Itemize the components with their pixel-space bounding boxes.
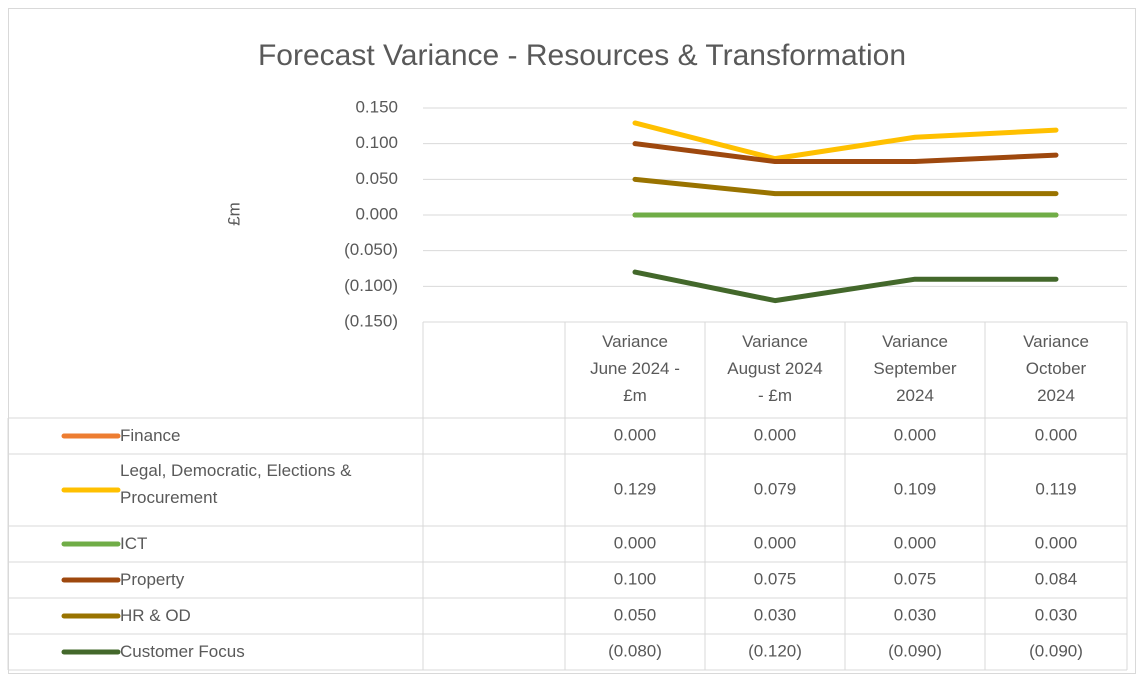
legend-label: Property	[120, 570, 185, 589]
legend-label-box: HR & OD	[120, 606, 191, 625]
value-label: (0.120)	[748, 641, 802, 660]
legend-label-box: Finance	[120, 426, 181, 445]
value-label: 0.000	[754, 533, 797, 552]
legend-label: Customer Focus	[120, 642, 245, 661]
value-label: 0.000	[1035, 425, 1078, 444]
legend-label: Legal, Democratic, Elections & Procureme…	[120, 461, 352, 507]
legend-label-box: ICT	[120, 534, 148, 553]
series-line	[632, 269, 1059, 304]
legend-label-box: Customer Focus	[120, 642, 245, 661]
series-line	[632, 120, 1059, 162]
value-label: 0.084	[1035, 569, 1078, 588]
legend-label: ICT	[120, 534, 148, 553]
legend-label: Finance	[120, 426, 181, 445]
category-header: Variance October 2024	[1023, 332, 1089, 405]
value-label: 0.030	[754, 605, 797, 624]
value-label: 0.129	[614, 479, 657, 498]
value-label: 0.000	[894, 533, 937, 552]
value-label: (0.090)	[1029, 641, 1083, 660]
category-header: Variance September 2024	[873, 332, 957, 405]
value-label: 0.119	[1035, 479, 1076, 498]
y-axis-label: £m	[224, 202, 243, 226]
chart-title: Forecast Variance - Resources & Transfor…	[258, 39, 906, 72]
value-label: 0.000	[754, 425, 797, 444]
value-label: 0.030	[894, 605, 937, 624]
value-label: 0.109	[894, 479, 937, 498]
legend-label: HR & OD	[120, 606, 191, 625]
value-label: 0.030	[1035, 605, 1078, 624]
y-tick-label: 0.000	[355, 204, 398, 223]
series-line	[632, 176, 1059, 197]
value-label: 0.075	[754, 569, 797, 588]
y-tick-label: (0.050)	[344, 240, 398, 259]
y-tick-label: 0.050	[355, 169, 398, 188]
legend-label-box: Property	[120, 570, 185, 589]
chart-border	[8, 8, 1136, 674]
value-label: 0.075	[894, 569, 937, 588]
value-label: 0.000	[614, 425, 657, 444]
category-header: Variance June 2024 - £m	[590, 332, 680, 405]
value-label: 0.050	[614, 605, 657, 624]
category-header-box: Variance June 2024 - £m	[590, 332, 680, 405]
category-header: Variance August 2024 - £m	[727, 332, 823, 405]
legend-label-box: Legal, Democratic, Elections & Procureme…	[120, 461, 352, 507]
y-tick-label: (0.100)	[344, 276, 398, 295]
category-header-box: Variance October 2024	[1023, 332, 1089, 405]
value-label: (0.080)	[608, 641, 662, 660]
value-label: 0.000	[894, 425, 937, 444]
category-header-box: Variance August 2024 - £m	[727, 332, 823, 405]
y-tick-label: 0.100	[355, 133, 398, 152]
y-tick-label: 0.150	[355, 97, 398, 116]
value-label: 0.000	[1035, 533, 1078, 552]
value-label: 0.079	[754, 479, 797, 498]
value-label: 0.100	[614, 569, 657, 588]
series-line	[632, 141, 1059, 164]
y-tick-label: (0.150)	[344, 311, 398, 330]
value-label: (0.090)	[888, 641, 942, 660]
value-label: 0.000	[614, 533, 657, 552]
category-header-box: Variance September 2024	[873, 332, 957, 405]
